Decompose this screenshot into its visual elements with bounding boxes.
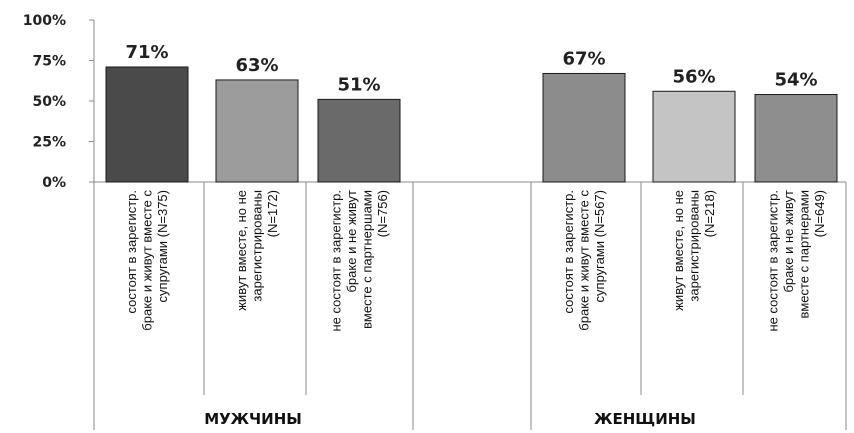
y-tick-label: 25% [32,135,66,151]
data-label: 71% [125,42,168,63]
category-label-line: супругами (N=375) [155,190,170,302]
bar [215,79,299,183]
y-tick-label: 50% [32,94,66,110]
group-label: МУЖЧИНЫ [204,410,302,428]
bar [542,72,626,183]
bars [105,66,838,183]
category-label-line: браке и живут вместе с [577,190,592,331]
category-label-line: состоят в зарегистр. [124,190,139,314]
bar [754,94,838,183]
data-labels: 71% 63% 51% 67% 56% 54% [125,42,817,95]
data-label: 51% [337,74,380,95]
axes [93,20,847,430]
category-label-line: не состоят в зарегистр. [765,190,780,332]
bar [105,66,189,183]
bar [652,90,736,183]
y-axis-ticks: 100% 75% 50% 25% 0% [23,13,94,191]
category-label-line: живут вместе, но не [234,190,249,311]
y-tick-label: 0% [42,175,66,191]
category-label-line: (N=218) [702,190,717,237]
category-label-line: (N=756) [375,190,390,237]
category-label-line: супругами (N=567) [592,190,607,302]
category-label-line: не состоят в зарегистр. [328,190,343,332]
data-label: 63% [235,55,278,76]
category-label-line: вместе с партнерами [796,190,811,318]
category-label-line: браке и не живут [781,190,796,293]
group-labels: МУЖЧИНЫ ЖЕНЩИНЫ [204,410,696,428]
category-label-line: браке и не живут [344,190,359,293]
data-label: 54% [774,70,817,91]
category-label-line: состоят в зарегистр. [561,190,576,314]
data-label: 67% [562,48,605,69]
category-label-line: живут вместе, но не [671,190,686,311]
category-label-line: браке и живут вместе с [140,190,155,331]
category-label-line: вместе с партнершами [359,190,374,329]
category-label-line: (N=649) [812,190,827,237]
y-tick-label: 100% [23,13,66,29]
bar [317,98,401,183]
data-label: 56% [672,66,715,87]
y-tick-label: 75% [32,54,66,70]
category-label-line: зарегистрированы [687,190,702,302]
category-labels: состоят в зарегистр. браке и живут вместе… [124,190,827,332]
category-label-line: зарегистрированы [250,190,265,302]
group-label: ЖЕНЩИНЫ [594,410,696,428]
category-label-line: (N=172) [265,190,280,237]
